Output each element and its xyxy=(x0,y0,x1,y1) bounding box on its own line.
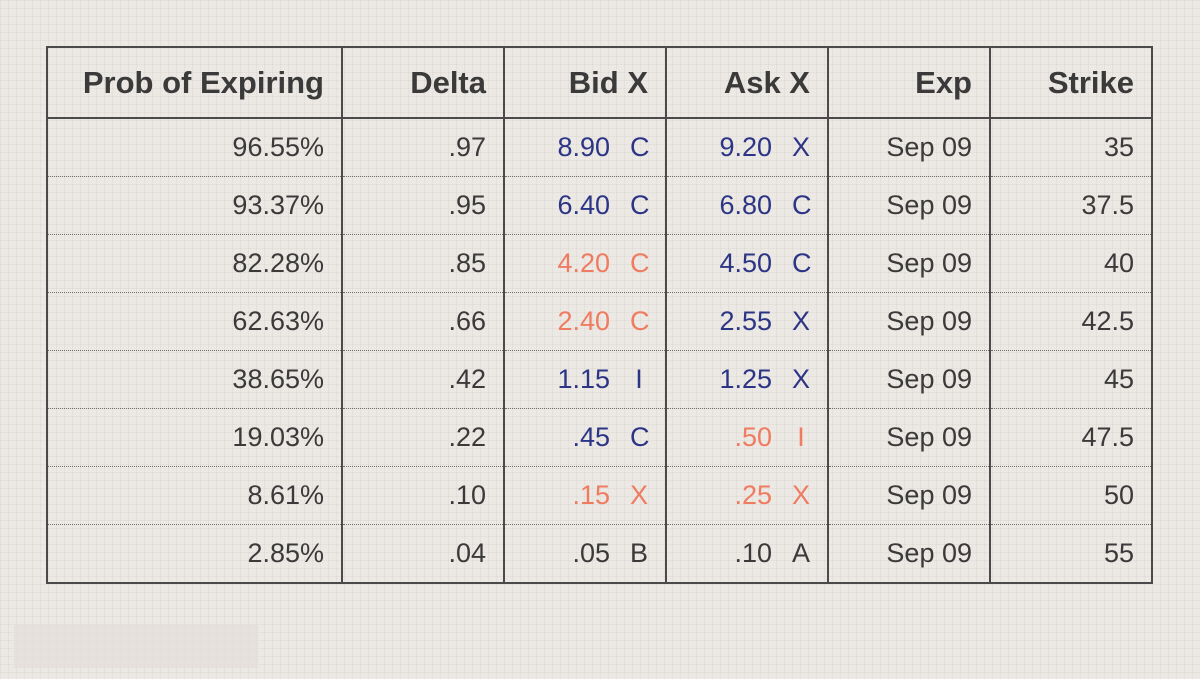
ask-price[interactable]: 4.50 xyxy=(719,248,772,278)
bid-price[interactable]: 4.20 xyxy=(557,248,610,278)
smudge xyxy=(14,624,258,668)
ask-cell: 9.20 X xyxy=(665,118,828,177)
bid-price[interactable]: .15 xyxy=(572,480,610,510)
exp-cell: Sep 09 xyxy=(827,350,990,409)
bid-price[interactable]: 2.40 xyxy=(557,306,610,336)
exp-cell: Sep 09 xyxy=(827,292,990,351)
bid-cell: 2.40 C xyxy=(503,292,666,351)
bid-exchange: B xyxy=(630,538,649,568)
ask-exchange: A xyxy=(792,538,811,568)
ask-exchange: I xyxy=(797,422,805,452)
table-body: 96.55% .97 8.90 C 9.20 X Sep 09 35 93.37% .95 6.40… xyxy=(47,118,1152,583)
strike-cell: 37.5 xyxy=(989,176,1152,235)
exp-cell: Sep 09 xyxy=(827,408,990,467)
header-prob-of-expiring[interactable]: Prob of Expiring xyxy=(47,47,342,119)
header-bid-x[interactable]: Bid X xyxy=(503,47,666,119)
exp-cell: Sep 09 xyxy=(827,176,990,235)
ask-price[interactable]: 1.25 xyxy=(719,364,772,394)
exp-cell: Sep 09 xyxy=(827,466,990,525)
exp-cell: Sep 09 xyxy=(827,234,990,293)
prob-cell: 38.65% xyxy=(47,350,342,409)
bid-exchange: C xyxy=(630,248,650,278)
bid-cell: 1.15 I xyxy=(503,350,666,409)
strike-cell: 55 xyxy=(989,524,1152,583)
delta-cell: .42 xyxy=(341,350,504,409)
table-row[interactable]: 38.65% .42 1.15 I 1.25 X Sep 09 45 xyxy=(47,350,1152,409)
ask-price[interactable]: 2.55 xyxy=(719,306,772,336)
ask-exchange: C xyxy=(792,248,812,278)
bid-price[interactable]: 1.15 xyxy=(557,364,610,394)
strike-cell: 35 xyxy=(989,118,1152,177)
table-row[interactable]: 8.61% .10 .15 X .25 X Sep 09 50 xyxy=(47,466,1152,525)
delta-cell: .97 xyxy=(341,118,504,177)
exp-cell: Sep 09 xyxy=(827,118,990,177)
strike-cell: 42.5 xyxy=(989,292,1152,351)
table-row[interactable]: 82.28% .85 4.20 C 4.50 C Sep 09 40 xyxy=(47,234,1152,293)
ask-price[interactable]: .10 xyxy=(734,538,772,568)
ask-cell: 2.55 X xyxy=(665,292,828,351)
bid-cell: .45 C xyxy=(503,408,666,467)
strike-cell: 40 xyxy=(989,234,1152,293)
ask-cell: .10 A xyxy=(665,524,828,583)
header-strike[interactable]: Strike xyxy=(989,47,1152,119)
ask-cell: .25 X xyxy=(665,466,828,525)
delta-cell: .10 xyxy=(341,466,504,525)
delta-cell: .22 xyxy=(341,408,504,467)
header-exp[interactable]: Exp xyxy=(827,47,990,119)
delta-cell: .66 xyxy=(341,292,504,351)
ask-cell: .50 I xyxy=(665,408,828,467)
header-row: Prob of Expiring Delta Bid X Ask X Exp S… xyxy=(47,47,1152,119)
bid-exchange: C xyxy=(630,132,650,162)
ask-price[interactable]: 6.80 xyxy=(719,190,772,220)
ask-exchange: X xyxy=(792,132,811,162)
ask-price[interactable]: .50 xyxy=(734,422,772,452)
prob-cell: 93.37% xyxy=(47,176,342,235)
table-row[interactable]: 96.55% .97 8.90 C 9.20 X Sep 09 35 xyxy=(47,118,1152,177)
bid-exchange: X xyxy=(630,480,649,510)
prob-cell: 2.85% xyxy=(247,538,324,568)
exp-cell: Sep 09 xyxy=(827,524,990,583)
ask-cell: 6.80 C xyxy=(665,176,828,235)
strike-cell: 45 xyxy=(989,350,1152,409)
bid-price[interactable]: .45 xyxy=(572,422,610,452)
prob-cell: 8.61% xyxy=(47,466,342,525)
ask-price[interactable]: 9.20 xyxy=(719,132,772,162)
options-chain-table: Prob of Expiring Delta Bid X Ask X Exp S… xyxy=(46,46,1153,584)
prob-cell: 96.55% xyxy=(47,118,342,177)
bid-exchange: C xyxy=(630,190,650,220)
table-row[interactable]: 2.85% .04 .05 B .10 A Sep 09 55 xyxy=(47,524,1152,583)
ask-exchange: C xyxy=(792,190,812,220)
prob-cell: 19.03% xyxy=(47,408,342,467)
table-row[interactable]: 62.63% .66 2.40 C 2.55 X Sep 09 42.5 xyxy=(47,292,1152,351)
table-row[interactable]: 19.03% .22 .45 C .50 I Sep 09 47.5 xyxy=(47,408,1152,467)
bid-exchange: C xyxy=(630,422,650,452)
bid-cell: 6.40 C xyxy=(503,176,666,235)
prob-cell: 62.63% xyxy=(47,292,342,351)
bid-cell: 4.20 C xyxy=(503,234,666,293)
ask-exchange: X xyxy=(792,306,811,336)
table-row[interactable]: 93.37% .95 6.40 C 6.80 C Sep 09 37.5 xyxy=(47,176,1152,235)
bid-exchange: C xyxy=(630,306,650,336)
delta-cell: .04 xyxy=(341,524,504,583)
prob-cell: 82.28% xyxy=(47,234,342,293)
bid-cell: .15 X xyxy=(503,466,666,525)
ask-exchange: X xyxy=(792,480,811,510)
strike-cell: 50 xyxy=(989,466,1152,525)
header-delta[interactable]: Delta xyxy=(341,47,504,119)
bid-exchange: I xyxy=(635,364,643,394)
delta-cell: .85 xyxy=(341,234,504,293)
ask-exchange: X xyxy=(792,364,811,394)
delta-cell: .95 xyxy=(341,176,504,235)
bid-cell: .05 B xyxy=(503,524,666,583)
bid-price[interactable]: 8.90 xyxy=(557,132,610,162)
strike-cell: 47.5 xyxy=(989,408,1152,467)
bid-price[interactable]: .05 xyxy=(572,538,610,568)
ask-price[interactable]: .25 xyxy=(734,480,772,510)
bid-price[interactable]: 6.40 xyxy=(557,190,610,220)
ask-cell: 4.50 C xyxy=(665,234,828,293)
ask-cell: 1.25 X xyxy=(665,350,828,409)
header-ask-x[interactable]: Ask X xyxy=(665,47,828,119)
bid-cell: 8.90 C xyxy=(503,118,666,177)
